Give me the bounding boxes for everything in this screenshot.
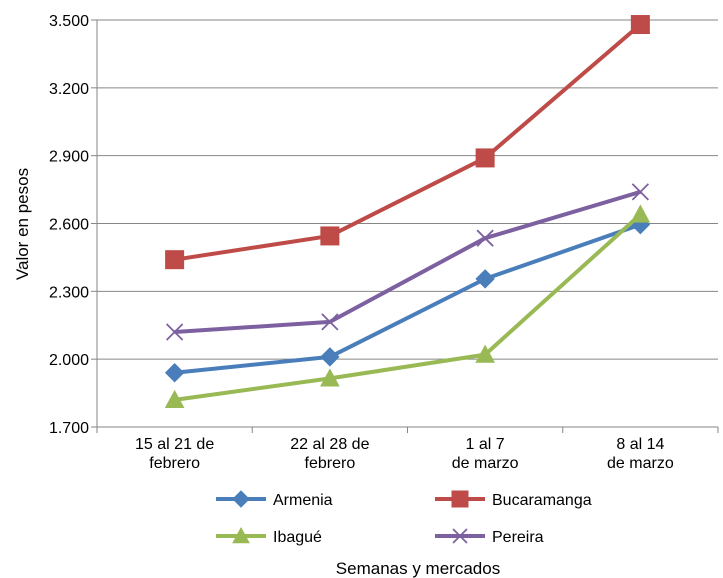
series-line bbox=[174, 222, 642, 375]
legend-item-armenia: Armenia bbox=[216, 490, 333, 509]
marker-square bbox=[630, 15, 650, 35]
legend-item-pereira: Pereira bbox=[435, 528, 544, 546]
x-tick-label-line: febrero bbox=[305, 455, 356, 472]
legend-item-ibagué: Ibagué bbox=[216, 526, 322, 546]
series-ibagué bbox=[164, 204, 651, 409]
axes: 1.700 2.000 2.300 2.600 2.900 3.200 3.500 15 al… bbox=[49, 13, 719, 472]
x-tick-label: 15 al 21 de febrero bbox=[135, 436, 214, 472]
x-tick-label-line: febrero bbox=[149, 455, 200, 472]
marker-diamond bbox=[475, 269, 495, 289]
marker-diamond bbox=[164, 363, 185, 383]
marker-triangle bbox=[320, 368, 340, 387]
marker-x bbox=[321, 313, 339, 331]
y-tick-label: 1.700 bbox=[49, 420, 89, 437]
series-line bbox=[174, 212, 642, 402]
marker-x bbox=[165, 323, 184, 341]
series-armenia bbox=[164, 214, 651, 383]
y-axis-title: Valor en pesos bbox=[13, 168, 32, 280]
marker-square bbox=[451, 490, 469, 508]
legend-label: Ibagué bbox=[273, 529, 322, 546]
marker-x bbox=[452, 528, 468, 544]
marker-x-stroke bbox=[452, 528, 468, 544]
marker-square bbox=[165, 250, 185, 270]
marker-x bbox=[631, 183, 650, 201]
series-line bbox=[174, 23, 642, 262]
y-tick-label: 2.300 bbox=[49, 284, 89, 301]
y-tick-label: 3.200 bbox=[49, 81, 89, 98]
marker-x-stroke bbox=[631, 183, 650, 201]
marker-triangle bbox=[232, 526, 250, 544]
legend-label: Armenia bbox=[273, 492, 333, 509]
marker-x-stroke bbox=[321, 313, 339, 331]
series-bucaramanga bbox=[165, 15, 650, 270]
marker-triangle bbox=[630, 204, 651, 223]
x-tick-label-line: de marzo bbox=[607, 455, 674, 472]
y-tick-label: 3.500 bbox=[49, 13, 89, 30]
x-tick-label-line: 8 al 14 bbox=[616, 436, 664, 453]
marker-x bbox=[476, 229, 494, 247]
x-tick-label-line: 1 al 7 bbox=[466, 436, 505, 453]
series-pereira bbox=[165, 183, 650, 341]
series-lines bbox=[164, 15, 651, 409]
gridlines bbox=[97, 19, 718, 428]
y-tick-label: 2.000 bbox=[49, 352, 89, 369]
y-tick-label: 2.900 bbox=[49, 149, 89, 166]
y-tick-label: 2.600 bbox=[49, 217, 89, 234]
x-axis-title: Semanas y mercados bbox=[336, 559, 500, 578]
series-line bbox=[174, 189, 641, 335]
marker-square bbox=[475, 148, 495, 168]
marker-triangle bbox=[475, 344, 495, 363]
x-tick-label-line: 15 al 21 de bbox=[135, 436, 214, 453]
legend-label: Pereira bbox=[492, 529, 544, 546]
x-tick-label: 22 al 28 de febrero bbox=[290, 436, 369, 472]
x-tick-label: 8 al 14 de marzo bbox=[607, 436, 674, 472]
legend: Armenia Bucaramanga Ibagué Pereira bbox=[216, 490, 592, 546]
marker-x-stroke bbox=[165, 323, 184, 341]
legend-label: Bucaramanga bbox=[492, 492, 592, 509]
marker-x-stroke bbox=[476, 229, 494, 247]
marker-triangle bbox=[164, 389, 185, 409]
marker-square bbox=[320, 226, 340, 246]
x-tick-label-line: 22 al 28 de bbox=[290, 436, 369, 453]
legend-item-bucaramanga: Bucaramanga bbox=[435, 490, 592, 509]
marker-diamond bbox=[232, 490, 250, 508]
x-tick-label-line: de marzo bbox=[452, 455, 519, 472]
marker-diamond bbox=[320, 347, 340, 367]
x-tick-label: 1 al 7 de marzo bbox=[452, 436, 519, 472]
